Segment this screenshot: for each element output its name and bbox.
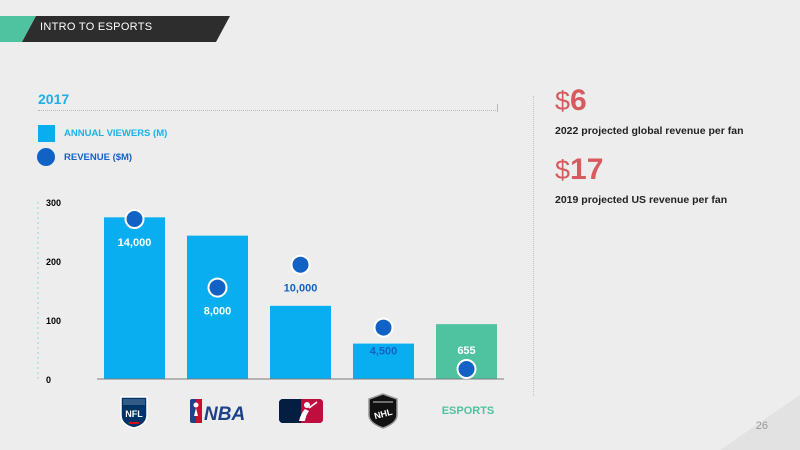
svg-text:NFL: NFL — [125, 409, 143, 419]
revenue-label-mlb: 10,000 — [284, 283, 318, 295]
revenue-dot-nfl — [124, 209, 145, 229]
revenue-dot-mlb — [290, 254, 311, 275]
bar-nhl — [353, 343, 414, 379]
corner-decoration — [720, 395, 800, 450]
chart-title: 2017 — [38, 91, 70, 107]
stat-us-number: 17 — [570, 153, 604, 186]
header-banner — [0, 16, 230, 42]
legend-viewers-swatch — [38, 125, 55, 142]
bar-mlb — [270, 305, 331, 379]
stat-us-value: $17 — [555, 153, 603, 187]
legend-revenue-swatch — [37, 148, 55, 166]
title-divider — [38, 110, 498, 111]
y-tick-300: 300 — [46, 198, 61, 208]
nhl-logo: NHL — [366, 392, 400, 430]
revenue-label-nfl: 14,000 — [118, 237, 152, 249]
nfl-logo: NFL — [112, 392, 156, 430]
revenue-label-nhl: 4,500 — [370, 346, 398, 358]
section-title: INTRO TO ESPORTS — [40, 21, 153, 33]
nba-logo: NBA — [188, 396, 248, 426]
stat-global-symbol: $ — [555, 86, 571, 116]
revenue-label-esports: 655 — [457, 345, 475, 357]
bar-nfl — [104, 217, 165, 379]
mlb-logo — [278, 398, 324, 424]
y-tick-100: 100 — [46, 316, 61, 326]
stat-us-symbol: $ — [555, 155, 571, 185]
svg-text:NHL: NHL — [373, 407, 394, 422]
legend-viewers-label: ANNUAL VIEWERS (M) — [64, 128, 168, 139]
y-tick-0: 0 — [46, 375, 51, 385]
y-tick-200: 200 — [46, 257, 61, 267]
legend-revenue-label: REVENUE ($M) — [64, 152, 133, 163]
bar-nba — [187, 235, 248, 379]
column-divider — [533, 96, 534, 396]
revenue-dot-esports — [456, 359, 477, 379]
page-number: 26 — [755, 420, 768, 432]
bar-chart: 0 100 200 300 14,000 8,000 10,000 4,500 655 — [37, 198, 504, 385]
esports-label: ESPORTS — [441, 405, 495, 417]
svg-text:NBA: NBA — [204, 404, 245, 424]
stat-us-label: 2019 projected US revenue per fan — [555, 194, 728, 206]
stat-global-label: 2022 projected global revenue per fan — [555, 125, 744, 137]
revenue-dot-nba — [207, 277, 228, 298]
stat-global-number: 6 — [570, 84, 587, 117]
revenue-label-nba: 8,000 — [204, 306, 232, 318]
title-divider-end — [497, 104, 498, 112]
revenue-dot-nhl — [373, 317, 394, 338]
stat-global-value: $6 — [555, 84, 587, 118]
